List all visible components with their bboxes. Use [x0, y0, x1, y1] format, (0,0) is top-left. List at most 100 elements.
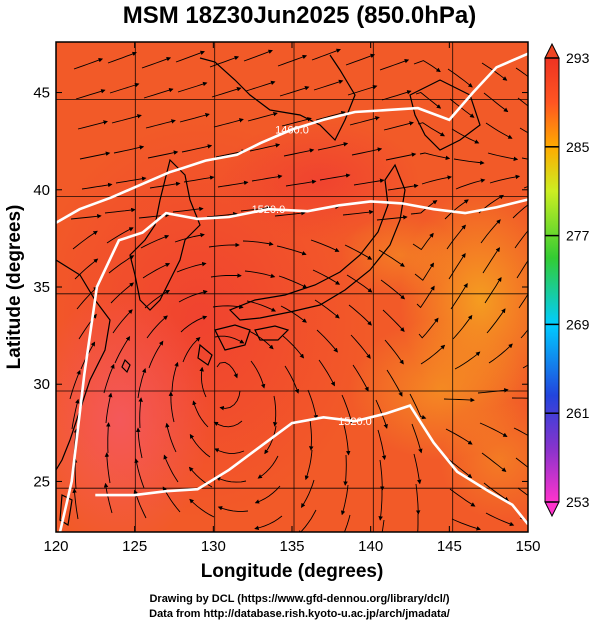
y-axis-label: Latitude (degrees) — [4, 205, 25, 370]
streamline — [149, 181, 181, 189]
x-tick-label: 140 — [358, 538, 383, 555]
streamline — [282, 335, 305, 359]
streamline — [73, 58, 104, 70]
streamline — [199, 366, 207, 398]
streamline — [247, 111, 278, 122]
streamline — [453, 158, 485, 165]
streamline — [212, 304, 244, 310]
streamline — [206, 211, 238, 218]
y-tick-label: 25 — [33, 473, 50, 490]
y-tick-labels: 25 30 35 40 45 — [33, 85, 50, 491]
y-tick-label: 40 — [33, 182, 50, 199]
streamline — [489, 174, 521, 184]
streamline — [485, 122, 513, 139]
streamline — [277, 54, 308, 67]
contour-line — [95, 404, 528, 526]
streamline — [111, 114, 142, 124]
streamline — [74, 258, 99, 280]
streamline — [106, 227, 134, 244]
streamline — [147, 150, 179, 159]
streamline — [447, 68, 473, 88]
streamline — [219, 390, 241, 411]
streamline — [104, 452, 111, 484]
streamline — [413, 60, 441, 73]
streamline — [72, 458, 78, 490]
streamline — [213, 118, 244, 128]
streamline — [420, 344, 446, 365]
streamline — [172, 206, 204, 213]
streamline — [312, 269, 341, 285]
streamline — [343, 454, 348, 486]
streamline — [254, 515, 283, 531]
x-tick-label: 130 — [201, 538, 226, 555]
streamline — [378, 249, 405, 267]
streamline — [342, 209, 374, 216]
streamline — [379, 59, 410, 71]
streamline — [416, 285, 435, 309]
streamline — [138, 397, 143, 429]
streamline — [279, 86, 310, 97]
streamline — [446, 224, 466, 250]
streamline — [174, 233, 205, 243]
streamline — [108, 255, 135, 274]
streamline — [381, 519, 385, 532]
streamline — [103, 482, 113, 514]
streamline — [175, 50, 205, 63]
streamline — [104, 207, 136, 214]
streamline — [482, 247, 501, 274]
streamline — [415, 91, 442, 109]
contour-line — [58, 198, 528, 532]
streamline — [297, 509, 317, 532]
streamline — [481, 452, 507, 472]
streamline — [148, 340, 164, 369]
streamline — [304, 449, 313, 481]
streamline — [107, 51, 137, 64]
streamline — [381, 90, 412, 101]
contour-label: 1520.0 — [338, 416, 372, 428]
streamline — [317, 142, 349, 151]
streamline — [110, 282, 135, 304]
colorbar-tick-label: 269 — [566, 316, 590, 332]
colorbar-top-arrow — [544, 42, 560, 59]
streamline — [341, 394, 354, 425]
streamline — [379, 459, 385, 491]
streamline — [106, 422, 111, 454]
streamline — [376, 215, 408, 221]
streamline — [310, 239, 340, 252]
streamline — [418, 317, 439, 339]
streamline — [307, 389, 318, 420]
streamline — [382, 309, 405, 332]
streamline — [351, 147, 383, 156]
streamline — [177, 81, 208, 93]
streamline — [242, 240, 274, 246]
temperature-shading — [56, 42, 528, 532]
streamline — [344, 244, 373, 260]
streamline — [283, 148, 315, 157]
streamline — [513, 427, 528, 436]
streamline — [214, 448, 245, 454]
streamline — [484, 276, 502, 304]
streamline — [477, 388, 509, 394]
streamline — [213, 420, 243, 428]
axis-ticks — [55, 42, 529, 532]
streamline — [486, 308, 506, 334]
streamline — [246, 300, 277, 312]
streamline — [168, 391, 175, 423]
streamline — [350, 334, 371, 359]
streamline — [411, 423, 423, 454]
streamline — [447, 458, 473, 479]
streamline — [483, 482, 509, 502]
streamline — [518, 293, 528, 309]
streamline — [165, 422, 177, 453]
streamline — [75, 89, 106, 100]
streamline — [249, 143, 281, 152]
streamline — [352, 364, 369, 392]
streamline — [72, 230, 98, 250]
streamline — [240, 205, 272, 212]
streamline — [415, 483, 421, 515]
colorbar: 293 285 277 269 261 253 — [544, 42, 590, 518]
streamline — [143, 88, 174, 99]
contour-line — [56, 52, 528, 224]
colorbar-tick-label: 253 — [566, 494, 590, 510]
streamline — [245, 80, 276, 92]
